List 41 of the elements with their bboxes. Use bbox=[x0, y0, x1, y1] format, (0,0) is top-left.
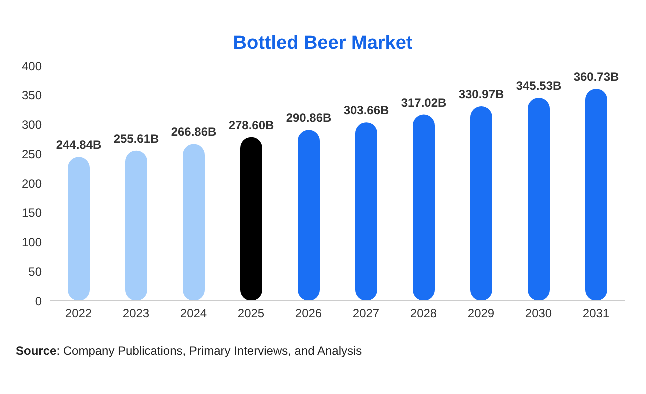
y-tick-label: 350 bbox=[22, 88, 42, 103]
data-label: 290.86B bbox=[286, 111, 332, 126]
y-tick-label: 250 bbox=[22, 147, 42, 162]
x-tick-label: 2030 bbox=[525, 306, 552, 321]
bar bbox=[356, 122, 378, 301]
bar bbox=[126, 150, 148, 301]
data-label: 330.97B bbox=[458, 88, 505, 102]
x-tick-label: 2026 bbox=[295, 306, 322, 321]
y-tick-label: 200 bbox=[22, 176, 42, 191]
bar bbox=[68, 157, 90, 301]
data-label: 360.73B bbox=[574, 70, 620, 84]
chart-title: Bottled Beer Market bbox=[232, 33, 414, 55]
data-label: 244.84B bbox=[56, 138, 102, 152]
x-tick-label: 2023 bbox=[122, 306, 150, 321]
y-tick-label: 400 bbox=[22, 59, 42, 74]
data-label: 278.60B bbox=[228, 118, 275, 132]
data-label: 303.66B bbox=[344, 104, 390, 118]
y-tick-label: 150 bbox=[22, 206, 42, 220]
bar bbox=[298, 130, 320, 301]
x-tick-label: 2029 bbox=[468, 306, 495, 321]
x-tick-label: 2027 bbox=[352, 306, 380, 321]
source-note: Source: Company Publications, Primary Interviews, and Analysis bbox=[16, 344, 362, 358]
y-tick-label: 0 bbox=[35, 294, 42, 308]
x-tick-label: 2022 bbox=[65, 306, 92, 321]
x-tick-label: 2031 bbox=[582, 306, 610, 321]
bar bbox=[470, 106, 492, 301]
bar bbox=[586, 89, 608, 301]
bar bbox=[183, 144, 205, 301]
bar bbox=[528, 98, 550, 301]
bar bbox=[413, 114, 435, 301]
data-label: 266.86B bbox=[171, 125, 218, 140]
y-tick-label: 50 bbox=[28, 264, 42, 279]
y-tick-label: 300 bbox=[22, 118, 42, 132]
data-label: 317.02B bbox=[401, 96, 448, 110]
bar bbox=[240, 137, 262, 301]
x-tick-label: 2028 bbox=[410, 306, 438, 321]
x-tick-label: 2024 bbox=[180, 306, 208, 321]
x-tick-label: 2025 bbox=[238, 306, 265, 321]
data-label: 345.53B bbox=[516, 79, 562, 93]
y-tick-label: 100 bbox=[22, 236, 42, 250]
data-label: 255.61B bbox=[114, 132, 160, 146]
